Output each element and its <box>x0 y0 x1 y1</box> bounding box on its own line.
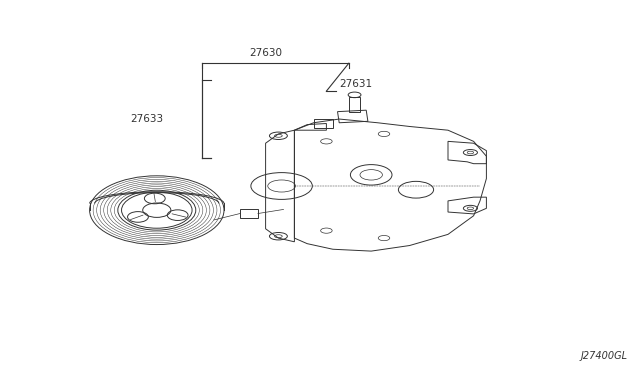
Text: 27630: 27630 <box>249 48 282 58</box>
Bar <box>337 110 368 123</box>
Bar <box>240 209 258 218</box>
Bar <box>349 97 360 112</box>
Text: J27400GL: J27400GL <box>580 351 627 361</box>
Text: 27631: 27631 <box>339 79 372 89</box>
Bar <box>314 119 333 128</box>
Text: 27633: 27633 <box>130 114 163 124</box>
